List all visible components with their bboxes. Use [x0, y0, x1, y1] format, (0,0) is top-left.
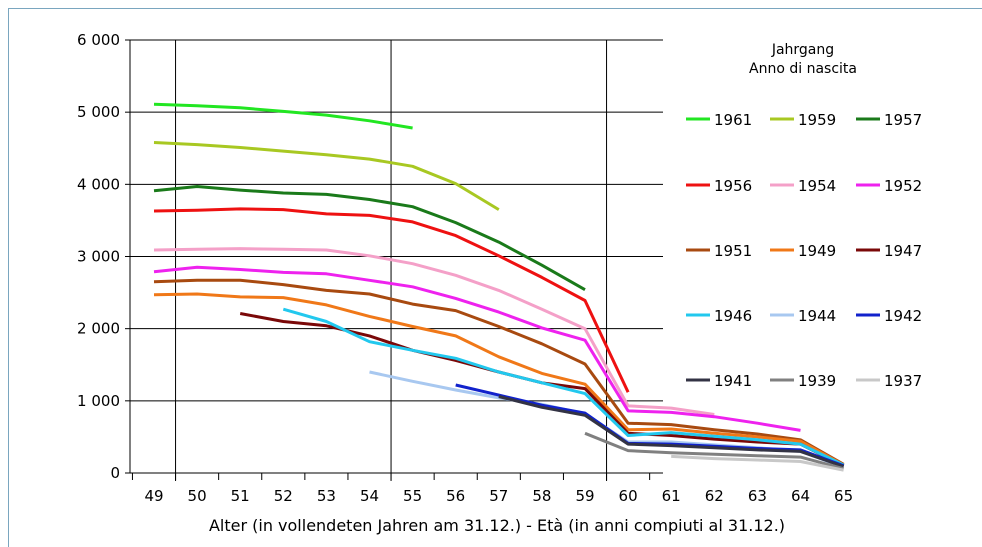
series-line-1952 — [153, 265, 801, 432]
y-tick-label: 3 000 — [77, 248, 120, 266]
legend-subtitle: Anno di nascita — [749, 61, 857, 77]
legend-title: Jahrgang — [771, 42, 834, 58]
series-line-1956 — [153, 207, 630, 393]
x-tick-label: 64 — [791, 487, 810, 505]
x-tick-label: 49 — [144, 487, 163, 505]
legend-label-1957: 1957 — [884, 111, 922, 129]
grid — [130, 39, 663, 481]
x-tick-label: 65 — [834, 487, 853, 505]
legend-label-1949: 1949 — [798, 242, 836, 260]
chart-frame — [8, 8, 982, 547]
axes: 0 1 000 2 000 3 000 4 000 5 000 6 000 49 50 51 52 5… — [77, 31, 853, 505]
y-tick-label: 5 000 — [77, 103, 120, 121]
series-line-1951 — [153, 278, 845, 466]
legend-label-1961: 1961 — [714, 111, 752, 129]
x-tick-label: 53 — [317, 487, 336, 505]
x-tick-label: 54 — [360, 487, 379, 505]
x-tick-label: 62 — [705, 487, 724, 505]
series-line-1939 — [584, 431, 844, 471]
x-axis-title: Alter (in vollendeten Jahren am 31.12.) … — [209, 516, 785, 535]
series-line-1947 — [239, 312, 845, 468]
series-line-1959 — [153, 141, 500, 211]
y-tick-label: 4 000 — [77, 175, 120, 193]
series-line-1957 — [153, 185, 586, 292]
legend-label-1944: 1944 — [798, 307, 836, 325]
x-tick-label: 58 — [532, 487, 551, 505]
x-tick-label: 56 — [446, 487, 465, 505]
legend-label-1952: 1952 — [884, 177, 922, 195]
legend-label-1937: 1937 — [884, 372, 922, 390]
x-tick-label: 50 — [188, 487, 207, 505]
series-line-1949 — [153, 292, 845, 467]
legend: Jahrgang Anno di nascita 1961 1959 1957 1956 1… — [686, 42, 922, 390]
x-tick-label: 59 — [575, 487, 594, 505]
y-tick-label: 0 — [110, 464, 120, 482]
x-tick-label: 63 — [748, 487, 767, 505]
series-line-1961 — [153, 102, 413, 130]
series-lines — [153, 102, 845, 472]
legend-label-1942: 1942 — [884, 307, 922, 325]
legend-label-1941: 1941 — [714, 372, 752, 390]
y-tick-label: 1 000 — [77, 392, 120, 410]
legend-label-1954: 1954 — [798, 177, 836, 195]
series-line-1946 — [282, 307, 845, 467]
x-tick-label: 55 — [403, 487, 422, 505]
series-line-1937 — [671, 454, 844, 472]
x-tick-label: 51 — [231, 487, 250, 505]
series-line-1941 — [498, 395, 845, 468]
legend-label-1956: 1956 — [714, 177, 752, 195]
legend-label-1959: 1959 — [798, 111, 836, 129]
legend-label-1951: 1951 — [714, 242, 752, 260]
x-tick-label: 61 — [662, 487, 681, 505]
legend-label-1947: 1947 — [884, 242, 922, 260]
y-tick-label: 6 000 — [77, 31, 120, 49]
legend-label-1946: 1946 — [714, 307, 752, 325]
legend-label-1939: 1939 — [798, 372, 836, 390]
x-tick-label: 52 — [274, 487, 293, 505]
x-tick-label: 57 — [489, 487, 508, 505]
y-tick-label: 2 000 — [77, 320, 120, 338]
series-line-1954 — [153, 247, 715, 416]
x-tick-label: 60 — [619, 487, 638, 505]
